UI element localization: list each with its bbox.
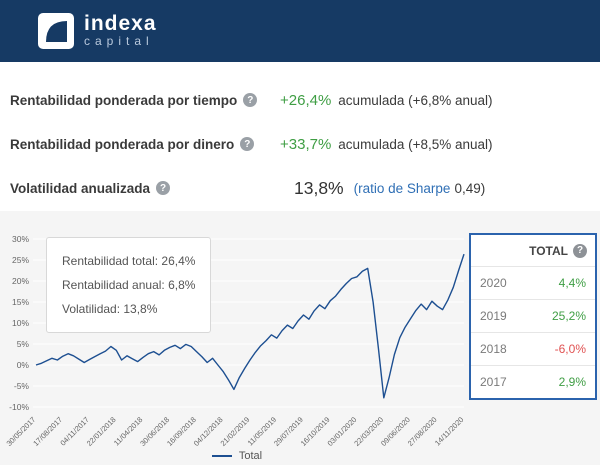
svg-text:10%: 10% <box>12 318 29 328</box>
chart-legend[interactable]: Total <box>0 450 474 462</box>
metric-row-money-weighted: Rentabilidad ponderada por dinero ? +33,… <box>10 122 600 166</box>
row-value: 2,9% <box>558 375 586 389</box>
svg-text:25%: 25% <box>12 255 29 265</box>
table-header-total: TOTAL <box>529 243 568 258</box>
app-header: indexa capital <box>0 0 600 62</box>
help-icon[interactable]: ? <box>156 181 171 195</box>
row-year: 2017 <box>480 375 507 389</box>
logo-text: indexa capital <box>84 13 157 48</box>
svg-text:-10%: -10% <box>9 402 29 412</box>
metrics-section: Rentabilidad ponderada por tiempo ? +26,… <box>0 62 600 211</box>
sharpe-ratio-link[interactable]: (ratio de Sharpe <box>353 180 451 196</box>
metric-row-volatility: Volatilidad anualizada ? 13,8% (ratio de… <box>10 166 600 210</box>
svg-text:30%: 30% <box>12 234 29 244</box>
svg-text:-5%: -5% <box>14 381 30 391</box>
logo-text-indexa: indexa <box>84 12 157 36</box>
help-icon[interactable]: ? <box>240 137 255 151</box>
svg-text:5%: 5% <box>17 339 30 349</box>
row-year: 2019 <box>480 309 507 323</box>
row-year: 2020 <box>480 276 507 290</box>
metric-detail: acumulada (+8,5% anual) <box>338 136 493 152</box>
tooltip-volatility: Volatilidad: 13,8% <box>62 302 158 316</box>
metric-label: Rentabilidad ponderada por dinero <box>10 136 235 152</box>
table-row: 2017 2,9% <box>471 365 595 398</box>
tooltip-annual-return: Rentabilidad anual: 6,8% <box>62 278 196 292</box>
row-value: -6,0% <box>554 342 586 356</box>
metric-label: Volatilidad anualizada <box>10 180 151 196</box>
row-value: 25,2% <box>551 309 586 323</box>
metric-detail: acumulada (+6,8% anual) <box>338 92 493 108</box>
metric-row-time-weighted: Rentabilidad ponderada por tiempo ? +26,… <box>10 78 600 122</box>
svg-text:0%: 0% <box>17 360 30 370</box>
legend-line-swatch <box>211 455 232 457</box>
indexa-capital-logo[interactable]: indexa capital <box>38 13 157 49</box>
svg-text:15%: 15% <box>12 297 29 307</box>
yearly-returns-table[interactable]: TOTAL ? 2020 4,4% 2019 25,2% 2018 -6,0% … <box>469 233 597 400</box>
row-year: 2018 <box>480 342 507 356</box>
logo-text-capital: capital <box>84 34 154 49</box>
chart-panel: 30% 25% 20% 15% 10% 5% 0% -5% -10% 30/05/2017 17/0… <box>0 211 600 465</box>
logo-icon <box>38 13 74 49</box>
legend-label: Total <box>238 450 263 462</box>
help-icon[interactable]: ? <box>243 93 258 107</box>
svg-text:14/11/2020: 14/11/2020 <box>433 415 466 448</box>
row-value: 4,4% <box>558 276 586 290</box>
help-icon[interactable]: ? <box>573 243 587 258</box>
table-row: 2020 4,4% <box>471 266 595 299</box>
chart-tooltip: Rentabilidad total: 26,4% Rentabilidad a… <box>46 237 212 333</box>
sharpe-ratio-value: 0,49) <box>454 180 486 196</box>
metric-value: +33,7% <box>280 135 332 153</box>
performance-chart[interactable]: 30%25%20%15%10%5%0%-5%-10%30/05/201717/0… <box>0 211 474 451</box>
volatility-value: 13,8% <box>294 177 344 198</box>
table-row: 2019 25,2% <box>471 299 595 332</box>
tooltip-total-return: Rentabilidad total: 26,4% <box>62 254 196 268</box>
table-header-row[interactable]: TOTAL ? <box>471 235 595 266</box>
svg-text:20%: 20% <box>12 276 29 286</box>
table-row: 2018 -6,0% <box>471 332 595 365</box>
metric-label: Rentabilidad ponderada por tiempo <box>10 92 238 108</box>
metric-value: +26,4% <box>280 91 332 109</box>
